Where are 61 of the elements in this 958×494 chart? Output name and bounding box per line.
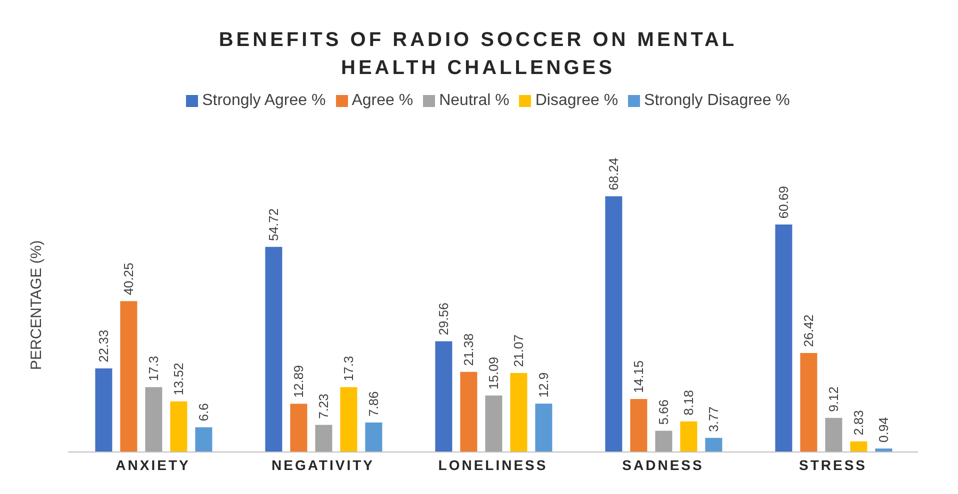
x-tick-label: NEGATIVITY: [272, 456, 374, 473]
bar: [365, 422, 382, 452]
bar: [435, 341, 452, 452]
data-label: 12.9: [536, 372, 552, 398]
bar: [655, 430, 672, 452]
data-label: 17.3: [146, 356, 162, 382]
bar: [95, 368, 112, 452]
data-label: 8.18: [681, 390, 696, 416]
data-label: 9.12: [826, 386, 842, 412]
data-label: 2.83: [851, 410, 866, 436]
data-label: 21.07: [511, 334, 526, 368]
data-label: 13.52: [171, 362, 186, 396]
bar: [315, 424, 332, 452]
bar: [195, 427, 212, 452]
bar: [800, 352, 818, 452]
bar: [340, 387, 358, 452]
bar: [535, 404, 552, 452]
data-label: 21.38: [461, 333, 476, 366]
bar: [510, 373, 528, 452]
data-label: 29.56: [436, 302, 452, 336]
data-label: 0.94: [876, 417, 892, 442]
bar: [705, 438, 722, 452]
bar: [170, 401, 188, 452]
data-label: 22.33: [96, 330, 112, 362]
legend-label: Neutral %: [439, 92, 510, 109]
data-label: 17.3: [341, 356, 356, 382]
data-label: 14.15: [631, 360, 646, 393]
bar: [120, 301, 138, 452]
legend-label: Strongly Disagree %: [644, 92, 790, 109]
data-label: 12.89: [291, 365, 306, 398]
y-axis-title: PERCENTAGE (%): [28, 240, 45, 370]
legend-label: Strongly Agree %: [202, 92, 326, 109]
bar: [290, 404, 308, 452]
data-label: 54.72: [266, 208, 282, 241]
bar: [775, 224, 792, 452]
data-label: 60.69: [776, 186, 792, 219]
data-label: 68.24: [606, 158, 622, 190]
bar: [485, 395, 502, 452]
x-tick-label: ANXIETY: [116, 456, 190, 473]
data-label: 40.25: [121, 262, 136, 296]
bar: [145, 387, 162, 452]
x-tick-label: SADNESS: [622, 456, 704, 473]
bar: [825, 418, 842, 452]
bar: [850, 441, 868, 452]
bar: [680, 421, 698, 452]
data-label: 7.86: [366, 391, 382, 417]
legend-label: Disagree %: [535, 92, 618, 109]
bar: [460, 372, 478, 452]
legend-label: Agree %: [352, 92, 414, 109]
bar: [630, 398, 648, 452]
data-label: 7.23: [316, 394, 332, 419]
bar: [605, 196, 622, 452]
data-label: 5.66: [656, 399, 672, 425]
x-tick-label: STRESS: [798, 456, 868, 473]
data-label: 6.6: [196, 403, 212, 422]
data-label: 26.42: [801, 314, 816, 347]
x-tick-label: LONELINESS: [438, 456, 548, 473]
chart-title: BENEFITS OF RADIO SOCCER ON MENTAL HEALTH CHALLENGES: [218, 28, 738, 81]
data-label: 3.77: [706, 406, 722, 432]
data-label: 15.09: [486, 356, 502, 390]
bar: [265, 246, 282, 452]
